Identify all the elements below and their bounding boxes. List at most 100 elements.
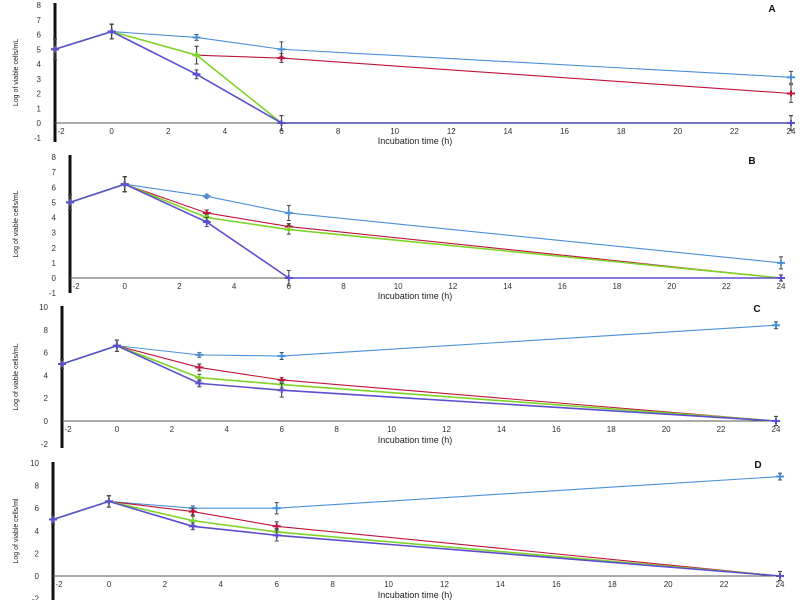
x-tick-label: 4 bbox=[232, 282, 237, 291]
x-tick-label: 16 bbox=[552, 580, 561, 589]
x-tick-label: 12 bbox=[440, 580, 449, 589]
y-tick-label: 6 bbox=[52, 183, 57, 192]
series-green bbox=[66, 176, 785, 282]
y-axis-label: Log of viable cells/mL bbox=[13, 39, 20, 106]
x-tick-label: 0 bbox=[115, 425, 120, 434]
y-tick-label: 3 bbox=[37, 75, 42, 84]
series-green bbox=[51, 23, 795, 131]
y-tick-label: 10 bbox=[30, 459, 39, 468]
x-axis-label: Incubation time (h) bbox=[378, 435, 453, 445]
x-tick-label: 4 bbox=[225, 425, 230, 434]
panel-label: D bbox=[754, 460, 761, 471]
x-tick-label: 6 bbox=[287, 282, 292, 291]
series-line-red bbox=[69, 183, 782, 279]
x-tick-label: 24 bbox=[772, 425, 781, 434]
y-tick-label: 4 bbox=[52, 214, 57, 223]
panel-label: C bbox=[753, 304, 760, 315]
series-line-green bbox=[69, 183, 782, 279]
x-tick-label: 14 bbox=[503, 282, 512, 291]
y-tick-label: 2 bbox=[37, 90, 42, 99]
x-tick-label: 24 bbox=[777, 282, 786, 291]
panel-label: A bbox=[768, 4, 775, 15]
series-line-green bbox=[61, 344, 777, 422]
panel-label: B bbox=[748, 156, 755, 167]
y-tick-label: 0 bbox=[37, 119, 42, 128]
x-tick-label: 18 bbox=[608, 580, 617, 589]
y-tick-label: 4 bbox=[35, 527, 40, 536]
series-purple bbox=[58, 339, 780, 427]
x-tick-label: 2 bbox=[170, 425, 175, 434]
y-tick-label: 7 bbox=[37, 16, 42, 25]
x-tick-label: 6 bbox=[274, 580, 279, 589]
x-tick-label: 10 bbox=[394, 282, 403, 291]
series-line-red bbox=[52, 500, 781, 577]
x-tick-label: 16 bbox=[558, 282, 567, 291]
x-tick-label: 16 bbox=[560, 127, 569, 136]
y-tick-label: 3 bbox=[52, 229, 57, 238]
x-tick-label: 14 bbox=[496, 580, 505, 589]
y-tick-label: 6 bbox=[37, 31, 42, 40]
x-tick-label: 8 bbox=[330, 580, 335, 589]
x-tick-label: 4 bbox=[219, 580, 224, 589]
x-tick-label: 20 bbox=[673, 127, 682, 136]
x-tick-label: 24 bbox=[787, 127, 796, 136]
x-tick-label: 22 bbox=[717, 425, 726, 434]
y-tick-label: 0 bbox=[52, 274, 57, 283]
series-purple bbox=[66, 176, 785, 287]
x-tick-label: 18 bbox=[607, 425, 616, 434]
series-line-red bbox=[54, 30, 792, 95]
y-tick-label: 7 bbox=[52, 168, 57, 177]
x-tick-label: 14 bbox=[497, 425, 506, 434]
x-tick-label: 12 bbox=[442, 425, 451, 434]
series-line-blue bbox=[54, 30, 792, 78]
y-tick-label: -2 bbox=[32, 595, 40, 600]
x-tick-label: 2 bbox=[177, 282, 182, 291]
x-tick-label: 22 bbox=[720, 580, 729, 589]
x-tick-label: 10 bbox=[384, 580, 393, 589]
x-tick-label: 12 bbox=[448, 282, 457, 291]
series-purple bbox=[49, 495, 784, 582]
x-tick-label: 10 bbox=[387, 425, 396, 434]
y-tick-label: 8 bbox=[52, 153, 57, 162]
series-green bbox=[58, 339, 780, 427]
y-tick-label: 6 bbox=[35, 504, 40, 513]
y-axis-label: Log of viable cells/mL bbox=[13, 190, 20, 257]
series-line-purple bbox=[69, 183, 781, 279]
x-tick-label: 8 bbox=[334, 425, 339, 434]
y-tick-label: 6 bbox=[44, 349, 49, 358]
series-line-red bbox=[61, 345, 777, 422]
x-tick-label: 18 bbox=[612, 282, 621, 291]
x-axis-label: Incubation time (h) bbox=[378, 136, 453, 146]
series-line-purple bbox=[61, 344, 777, 422]
x-tick-label: 10 bbox=[390, 127, 399, 136]
y-tick-label: 2 bbox=[35, 549, 40, 558]
x-tick-label: 0 bbox=[122, 282, 127, 291]
x-tick-label: 6 bbox=[279, 425, 284, 434]
x-axis-label: Incubation time (h) bbox=[378, 590, 453, 600]
x-tick-label: 0 bbox=[109, 127, 114, 136]
x-tick-label: 22 bbox=[722, 282, 731, 291]
x-tick-label: -2 bbox=[55, 580, 63, 589]
series-blue bbox=[58, 321, 780, 370]
series-purple bbox=[51, 23, 795, 131]
y-tick-label: 8 bbox=[35, 482, 40, 491]
y-tick-label: 0 bbox=[35, 572, 40, 581]
x-axis-label: Incubation time (h) bbox=[378, 291, 453, 301]
series-line-purple bbox=[54, 30, 791, 124]
x-tick-label: 2 bbox=[166, 127, 171, 136]
y-tick-label: 1 bbox=[52, 259, 57, 268]
y-tick-label: -1 bbox=[49, 289, 57, 298]
x-tick-label: -2 bbox=[57, 127, 65, 136]
series-blue bbox=[66, 176, 785, 270]
y-axis-label: Log of viable cells/ml bbox=[13, 498, 20, 563]
x-tick-label: -2 bbox=[64, 425, 72, 434]
x-tick-label: 0 bbox=[107, 580, 112, 589]
y-axis-label: Log of viable cells/mL bbox=[13, 343, 20, 410]
y-tick-label: 8 bbox=[44, 326, 49, 335]
y-tick-label: 1 bbox=[37, 104, 42, 113]
series-line-blue bbox=[69, 183, 782, 264]
